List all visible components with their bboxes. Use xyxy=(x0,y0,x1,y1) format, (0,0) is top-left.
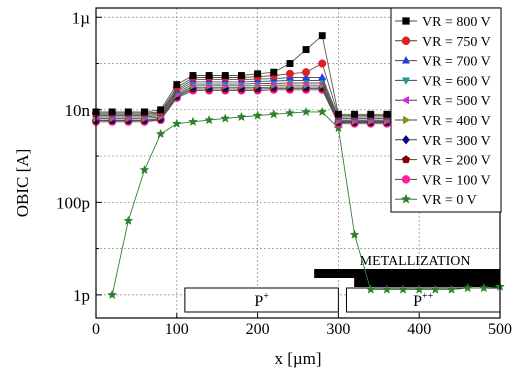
data-point xyxy=(205,72,213,79)
metallization-label: METALLIZATION xyxy=(360,254,471,269)
legend-entry: VR = 400 V xyxy=(395,114,491,129)
data-point xyxy=(334,110,342,118)
data-point xyxy=(254,70,262,78)
data-point xyxy=(318,73,327,81)
data-point xyxy=(383,110,391,118)
data-point xyxy=(317,106,328,117)
legend-marker xyxy=(401,77,411,86)
y-axis-label: OBIC [A] xyxy=(13,149,32,217)
legend-label: VR = 400 V xyxy=(422,114,491,129)
legend-label: VR = 600 V xyxy=(422,74,491,89)
data-point xyxy=(302,68,311,77)
data-point xyxy=(414,284,425,294)
legend-marker xyxy=(401,155,411,164)
data-point xyxy=(108,108,116,116)
metallization-bar xyxy=(314,269,500,278)
data-point xyxy=(107,289,118,300)
legend-label: VR = 500 V xyxy=(422,94,491,109)
x-tick-label: 400 xyxy=(407,321,431,338)
x-tick-label: 500 xyxy=(488,321,512,338)
data-point xyxy=(252,110,263,120)
data-point xyxy=(398,284,408,294)
data-point xyxy=(318,59,327,68)
legend-entry: VR = 300 V xyxy=(395,134,491,149)
series-vr-0-v xyxy=(107,106,505,300)
legend-label: VR = 300 V xyxy=(422,134,491,149)
x-tick-label: 0 xyxy=(92,321,100,338)
legend-entry: VR = 600 V xyxy=(395,74,491,89)
data-point xyxy=(124,108,132,116)
data-point xyxy=(155,128,166,139)
legend-entry: VR = 800 V xyxy=(395,15,491,30)
legend-marker xyxy=(401,36,411,46)
data-point xyxy=(430,284,441,294)
x-axis-label: x [µm] xyxy=(274,349,321,368)
data-point xyxy=(268,109,279,119)
data-point xyxy=(220,113,231,123)
x-tick-label: 100 xyxy=(165,321,189,338)
data-point xyxy=(123,215,134,225)
region-p-box xyxy=(184,287,339,313)
legend-label: VR = 750 V xyxy=(422,35,491,50)
data-point xyxy=(285,69,294,78)
legend-entry: VR = 500 V xyxy=(395,94,491,109)
y-tick-label: 10n xyxy=(65,101,91,120)
legend-entry: VR = 100 V xyxy=(395,173,491,188)
legend-label: VR = 200 V xyxy=(422,154,491,169)
data-point xyxy=(157,106,165,114)
data-point xyxy=(302,73,311,81)
legend-label: VR = 700 V xyxy=(422,55,491,70)
axis-ticks: 0 100 200 300 400 500 1µ 10n 100p 1p xyxy=(56,8,512,338)
data-point xyxy=(302,46,310,54)
legend: VR = 800 V VR = 750 V VR = 700 V VR = 600 V… xyxy=(390,7,502,213)
x-tick-label: 300 xyxy=(326,321,350,338)
legend-marker xyxy=(401,96,409,105)
data-point xyxy=(285,107,295,118)
data-point xyxy=(381,284,392,294)
data-point xyxy=(365,284,376,294)
legend-entry: VR = 200 V xyxy=(395,154,491,169)
data-point xyxy=(270,68,278,76)
data-point xyxy=(478,282,489,293)
data-point xyxy=(189,72,197,79)
data-point xyxy=(349,229,360,239)
data-point xyxy=(351,110,359,118)
x-tick-label: 200 xyxy=(246,321,270,338)
data-point xyxy=(236,111,247,122)
data-point xyxy=(318,32,326,40)
y-tick-label: 100p xyxy=(56,193,90,212)
data-point xyxy=(301,106,311,117)
data-point xyxy=(204,114,215,125)
data-point xyxy=(446,284,457,294)
data-point xyxy=(286,60,294,67)
data-point xyxy=(221,72,229,79)
data-point xyxy=(171,118,182,128)
legend-label: VR = 800 V xyxy=(422,15,491,30)
data-point xyxy=(173,81,181,89)
data-point xyxy=(237,72,245,79)
data-point xyxy=(367,110,375,118)
legend-marker xyxy=(401,55,411,64)
legend-label: VR = 0 V xyxy=(422,193,477,208)
data-point xyxy=(139,164,150,175)
legend-marker xyxy=(400,193,412,204)
legend-marker xyxy=(403,115,411,125)
y-tick-label: 1p xyxy=(73,286,90,305)
legend-entry: VR = 750 V xyxy=(395,35,491,50)
data-point xyxy=(188,116,198,126)
legend-marker xyxy=(402,17,410,25)
data-point xyxy=(462,282,473,293)
legend-marker xyxy=(401,175,411,184)
legend-entry: VR = 0 V xyxy=(395,193,477,208)
legend-entry: VR = 700 V xyxy=(395,55,491,70)
y-tick-label: 1µ xyxy=(72,8,91,27)
data-point xyxy=(141,108,148,116)
legend-marker xyxy=(401,135,411,145)
metallization-bar-lower xyxy=(354,278,500,287)
legend-label: VR = 100 V xyxy=(422,173,491,188)
